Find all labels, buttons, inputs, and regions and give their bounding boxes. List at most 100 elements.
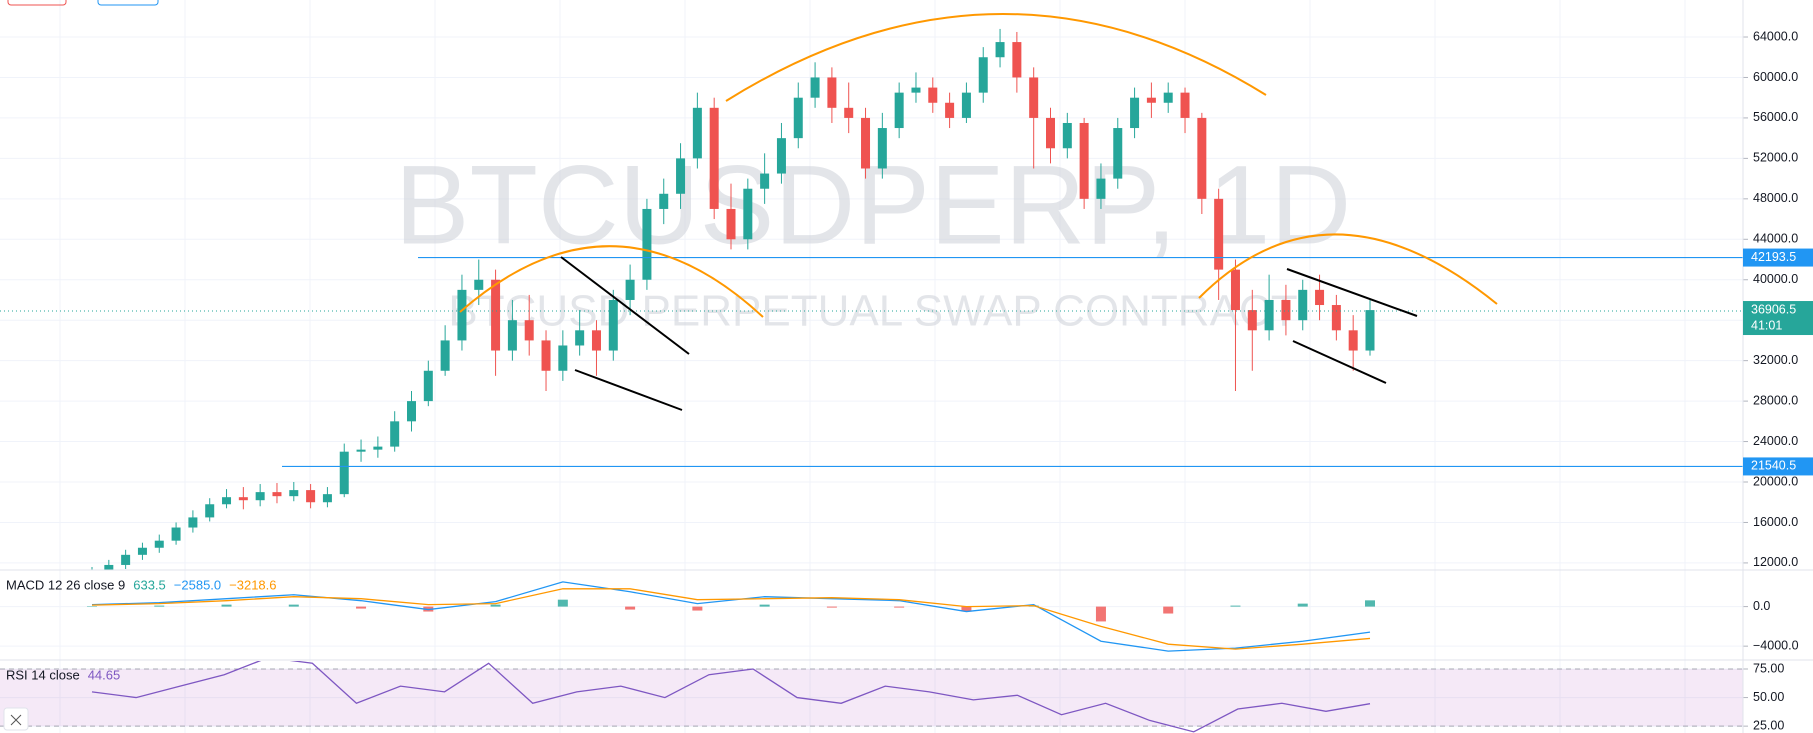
histogram-bar bbox=[1163, 606, 1174, 614]
last-price-label: 36906.5 bbox=[1751, 302, 1796, 316]
histogram-bar bbox=[961, 606, 972, 612]
candle-body bbox=[1163, 92, 1173, 103]
candle-body bbox=[507, 320, 517, 351]
candle-body bbox=[877, 128, 887, 169]
pane-title: MACD 12 26 close 9 bbox=[6, 577, 125, 592]
candle-body bbox=[407, 401, 416, 422]
candle-body bbox=[373, 446, 383, 450]
histogram-bar bbox=[759, 604, 770, 607]
candle-body bbox=[1130, 97, 1140, 129]
y-tick-label: 28000.0 bbox=[1753, 393, 1798, 407]
candle-body bbox=[844, 107, 854, 118]
candle-body bbox=[104, 564, 114, 570]
candle-body bbox=[1365, 310, 1375, 351]
trend-line bbox=[1286, 268, 1418, 317]
candle-body bbox=[810, 77, 820, 98]
candle-body bbox=[1281, 299, 1291, 321]
y-tick-label: 0.0 bbox=[1753, 599, 1770, 613]
candle-body bbox=[591, 330, 601, 351]
candle-body bbox=[692, 107, 702, 159]
labels: 12000.0 16000.0 20000.0 24000.0 28000.0 32000… bbox=[6, 29, 1813, 732]
last-price-bg bbox=[1743, 301, 1813, 336]
candle-body bbox=[255, 492, 265, 501]
candle-body bbox=[1331, 305, 1341, 331]
candle-body bbox=[995, 42, 1005, 58]
y-tick-label: −4000.0 bbox=[1753, 638, 1799, 652]
candle-body bbox=[861, 117, 871, 169]
candle-body bbox=[1180, 92, 1190, 118]
y-tick-label: 25.00 bbox=[1753, 718, 1784, 732]
y-tick-label: 60000.0 bbox=[1753, 70, 1798, 84]
y-tick-label: 12000.0 bbox=[1753, 555, 1798, 569]
y-tick-label: 50.00 bbox=[1753, 690, 1784, 704]
pane-title: RSI 14 close bbox=[6, 667, 80, 682]
macd-line bbox=[91, 588, 1371, 650]
arc bbox=[1198, 233, 1498, 305]
candle-body bbox=[760, 173, 770, 189]
candle-body bbox=[827, 77, 837, 108]
candle-body bbox=[440, 340, 450, 371]
candle-body bbox=[1214, 198, 1224, 270]
candle-body bbox=[1113, 128, 1123, 179]
histogram-bar bbox=[1297, 603, 1308, 607]
histogram-bar bbox=[288, 604, 299, 607]
arc bbox=[459, 245, 764, 318]
rsi-line bbox=[91, 661, 1371, 733]
histogram-bar bbox=[826, 606, 837, 608]
y-tick-label: 52000.0 bbox=[1753, 151, 1798, 165]
candle-body bbox=[642, 208, 652, 280]
histogram-bar bbox=[221, 604, 232, 607]
candle-body bbox=[961, 92, 971, 118]
candle-body bbox=[541, 340, 551, 371]
candle-body bbox=[676, 158, 686, 194]
price-label: 21540.5 bbox=[1751, 459, 1796, 473]
toolbar-button[interactable] bbox=[97, 0, 159, 6]
candle-body bbox=[272, 492, 282, 497]
candle-body bbox=[1247, 310, 1257, 331]
drawings bbox=[459, 13, 1498, 411]
candle-body bbox=[1197, 117, 1207, 199]
candle-body bbox=[289, 490, 299, 497]
candle-body bbox=[322, 494, 332, 503]
candle-body bbox=[356, 449, 366, 452]
candle-body bbox=[524, 320, 534, 341]
candle-body bbox=[894, 92, 904, 129]
candle-body bbox=[1062, 122, 1072, 149]
candle-body bbox=[1096, 178, 1106, 199]
histogram-bar bbox=[1365, 600, 1375, 607]
y-tick-label: 24000.0 bbox=[1753, 434, 1798, 448]
close-button[interactable] bbox=[3, 707, 29, 731]
candle-body bbox=[137, 547, 147, 555]
candle-body bbox=[1012, 42, 1022, 78]
histogram-bar bbox=[557, 599, 568, 607]
y-tick-label: 48000.0 bbox=[1753, 191, 1798, 205]
candle-body bbox=[339, 451, 349, 495]
candle-body bbox=[1348, 330, 1358, 351]
candle-body bbox=[1298, 289, 1308, 321]
price-label-bg bbox=[1743, 457, 1813, 476]
price-label-bg bbox=[1743, 248, 1813, 267]
close-icon bbox=[10, 714, 22, 726]
trend-line bbox=[560, 256, 690, 355]
price-label: 42193.5 bbox=[1751, 250, 1796, 264]
histogram-bar bbox=[490, 604, 501, 607]
candle-body bbox=[726, 208, 736, 240]
y-tick-label: 56000.0 bbox=[1753, 110, 1798, 124]
candle-body bbox=[205, 504, 215, 518]
y-tick-label: 20000.0 bbox=[1753, 474, 1798, 488]
histogram-bar bbox=[894, 606, 905, 608]
macd bbox=[87, 581, 1375, 652]
candle-body bbox=[171, 527, 181, 541]
histogram-bar bbox=[692, 606, 703, 611]
y-tick-label: 40000.0 bbox=[1753, 272, 1798, 286]
candle-body bbox=[306, 490, 316, 503]
candle-body bbox=[625, 279, 635, 300]
toolbar-button[interactable] bbox=[7, 0, 67, 6]
y-tick-label: 75.00 bbox=[1753, 661, 1784, 675]
candle-body bbox=[743, 188, 753, 240]
candle-body bbox=[1046, 117, 1055, 149]
histogram-bar bbox=[356, 606, 367, 609]
trend-line bbox=[1292, 340, 1387, 384]
countdown-label: 41:01 bbox=[1751, 318, 1782, 332]
